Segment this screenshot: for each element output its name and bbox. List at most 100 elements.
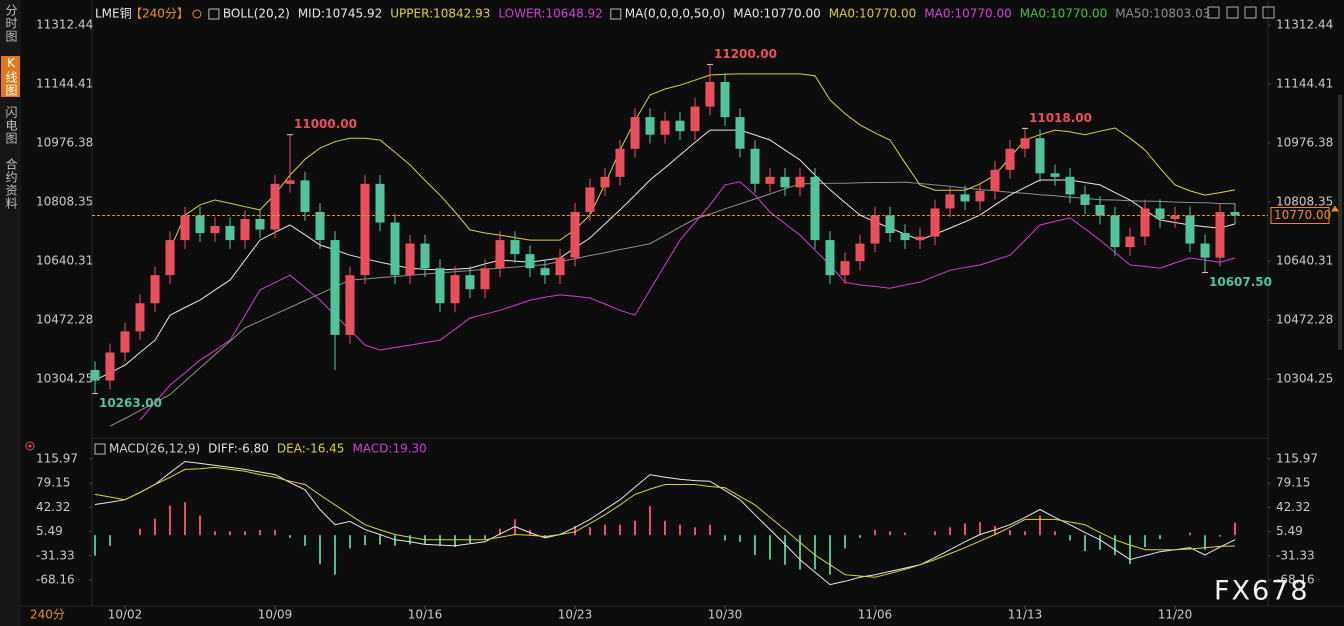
legend-entry: BOLL(20,2) (223, 7, 290, 21)
candle-body (810, 176, 820, 241)
candle-body (390, 222, 400, 276)
sidebar-tab[interactable]: 合约资料 (4, 158, 18, 210)
legend-entry: MA0:10770.00 (829, 7, 917, 21)
candle-body (900, 233, 910, 241)
candle-body (1170, 215, 1180, 219)
candle-body (765, 176, 775, 184)
indicator-line (169, 73, 1236, 251)
y-tick-label: 79.15 (36, 476, 70, 490)
indicator-icon (94, 443, 106, 455)
candle-body (795, 176, 805, 188)
candle-body (210, 226, 220, 234)
y-tick-label: 10640.31 (36, 254, 93, 268)
candle-body (120, 331, 130, 353)
sidebar-tab[interactable]: K线图 (1, 56, 20, 97)
x-tick-label: 10/23 (558, 608, 593, 622)
candle-body (615, 148, 625, 177)
candle-body (1200, 243, 1210, 258)
legend-entry: MA50:10803.03 (1115, 7, 1210, 21)
candle-body (315, 211, 325, 241)
indicator-line (139, 181, 1236, 421)
candle-body (840, 261, 850, 276)
y-tick-label: 11144.41 (36, 76, 93, 90)
y-tick-label: 10472.28 (36, 313, 93, 327)
indicator-line (94, 466, 1236, 578)
y-tick-label: 10304.25 (1276, 372, 1333, 386)
legend-entry: DEA:-16.45 (277, 442, 345, 456)
y-tick-label: -68.16 (36, 573, 75, 587)
candle-body (1110, 215, 1120, 248)
candle-body (975, 190, 985, 202)
candle-body (540, 268, 550, 276)
sidebar-tab[interactable]: 闪电图 (4, 106, 18, 145)
icon[interactable] (1226, 6, 1239, 19)
indicator-icon (610, 8, 622, 20)
y-tick-label: 42.32 (1276, 500, 1310, 514)
candle-body (1185, 215, 1195, 244)
candle-body (990, 169, 1000, 191)
candle-body (180, 215, 190, 241)
sidebar: 分时图 K线图闪电图合约资料 (0, 0, 22, 626)
candle-body (270, 183, 280, 230)
candle-body (480, 268, 490, 290)
scrollbar[interactable] (1338, 95, 1342, 350)
watermark: FX678 (1214, 576, 1310, 607)
candle-body (285, 180, 295, 184)
symbol: LME铜 (95, 6, 132, 21)
icon[interactable] (1207, 6, 1220, 19)
candle-body (735, 117, 745, 149)
candle-body (660, 120, 670, 135)
candle-body (360, 183, 370, 276)
candle-body (255, 218, 265, 230)
candle-body (915, 236, 925, 241)
y-tick-label: -31.33 (1276, 548, 1315, 562)
background (21, 0, 1344, 626)
candle-body (1125, 236, 1135, 248)
y-tick-label: 10640.31 (1276, 254, 1333, 268)
last-price-marker (1331, 205, 1339, 212)
candle-body (1080, 194, 1090, 205)
candle-body (510, 240, 520, 255)
y-tick-label: -31.33 (36, 548, 75, 562)
candle-body (1065, 176, 1075, 195)
candle-body (330, 240, 340, 335)
sidebar-tab[interactable]: 分时图 (4, 4, 18, 43)
x-tick-label: 10/09 (258, 608, 293, 622)
y-tick-label: 10976.38 (36, 135, 93, 149)
candle-body (345, 275, 355, 335)
candle-body (135, 303, 145, 332)
icon[interactable] (1244, 6, 1257, 19)
candle-body (1005, 148, 1015, 170)
candle-body (855, 243, 865, 262)
candle-body (1035, 138, 1045, 174)
candle-body (525, 254, 535, 269)
candle-body (885, 215, 895, 234)
candle-body (750, 148, 760, 184)
candle-body (1050, 173, 1060, 177)
x-tick-label: 10/16 (408, 608, 443, 622)
indicator-line (109, 181, 1236, 427)
candle-body (675, 120, 685, 132)
x-tick-label: 10/02 (108, 608, 143, 622)
candle-body (630, 117, 640, 149)
y-tick-label: 79.15 (1276, 476, 1310, 490)
candle-body (225, 226, 235, 241)
y-tick-label: 11144.41 (1276, 76, 1333, 90)
icon[interactable] (1262, 6, 1275, 19)
annotation: 11000.00 (294, 117, 357, 131)
candle-body (495, 240, 505, 269)
last-price-label: 10770.00 (1274, 208, 1331, 222)
y-tick-label: 115.97 (1276, 451, 1318, 465)
candle-body (1230, 211, 1240, 216)
x-tick-label: 11/06 (858, 608, 893, 622)
macd-icon[interactable] (25, 441, 35, 451)
legend-entry: LOWER:10648.92 (498, 7, 602, 21)
candle-body (1215, 211, 1225, 258)
y-tick-label: 10808.35 (1276, 195, 1333, 209)
candle-body (570, 211, 580, 258)
annotation: 10607.50 (1209, 275, 1272, 289)
period-label[interactable]: 240分 (30, 608, 65, 622)
legend-entry: DIFF:-6.80 (208, 442, 269, 456)
